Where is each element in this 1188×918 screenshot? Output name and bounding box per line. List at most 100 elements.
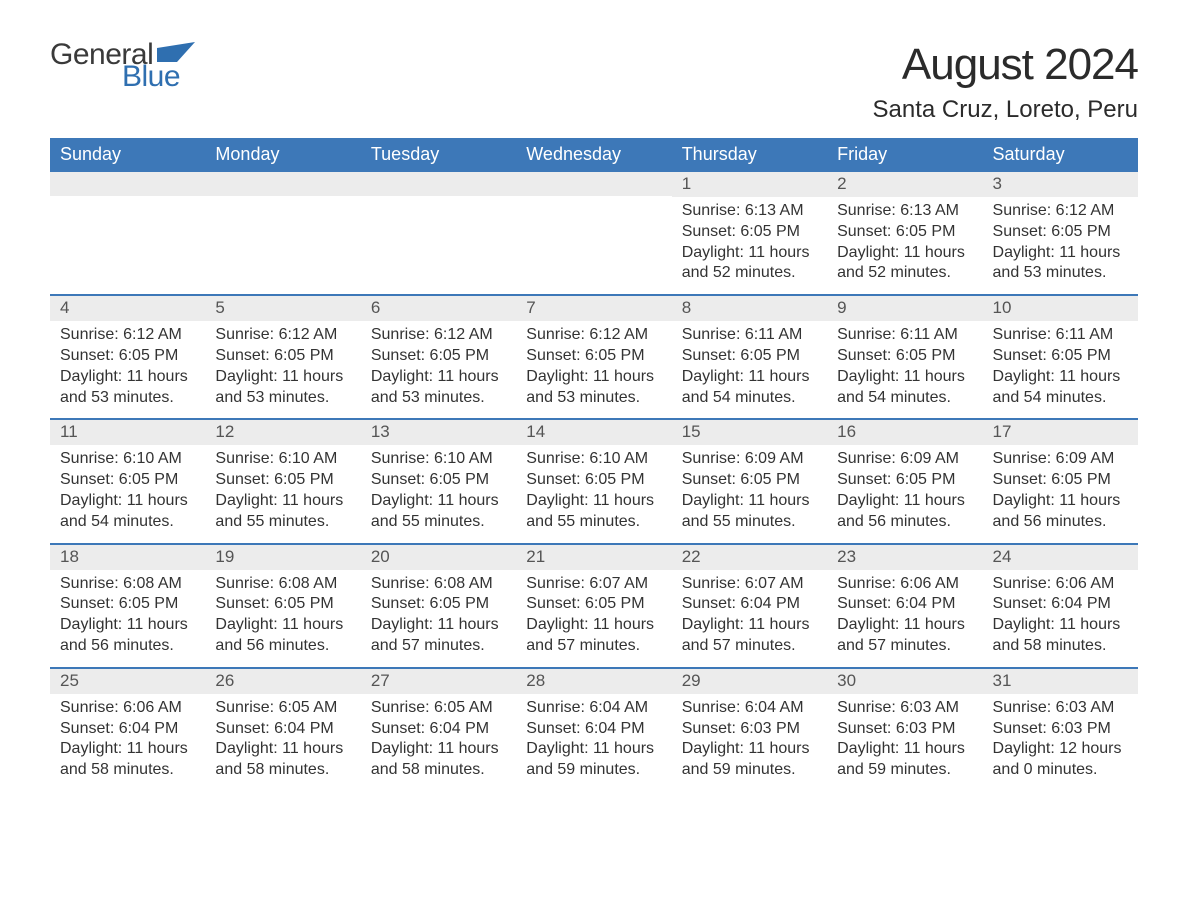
sunrise-text: Sunrise: 6:12 AM (993, 201, 1128, 222)
calendar-cell: 13Sunrise: 6:10 AMSunset: 6:05 PMDayligh… (361, 420, 516, 542)
sunrise-text: Sunrise: 6:08 AM (60, 574, 195, 595)
sunset-text: Sunset: 6:05 PM (215, 346, 350, 367)
sunset-text: Sunset: 6:05 PM (837, 346, 972, 367)
calendar-cell: 12Sunrise: 6:10 AMSunset: 6:05 PMDayligh… (205, 420, 360, 542)
sunset-text: Sunset: 6:05 PM (60, 346, 195, 367)
daylight-text: Daylight: 11 hours and 58 minutes. (371, 739, 506, 781)
day-number: 8 (672, 296, 827, 321)
calendar-cell: 24Sunrise: 6:06 AMSunset: 6:04 PMDayligh… (983, 545, 1138, 667)
day-number: 29 (672, 669, 827, 694)
sunrise-text: Sunrise: 6:04 AM (526, 698, 661, 719)
cell-body: Sunrise: 6:06 AMSunset: 6:04 PMDaylight:… (827, 570, 982, 657)
sunrise-text: Sunrise: 6:03 AM (837, 698, 972, 719)
day-number (361, 172, 516, 196)
sunrise-text: Sunrise: 6:13 AM (837, 201, 972, 222)
daylight-text: Daylight: 11 hours and 54 minutes. (60, 491, 195, 533)
cell-body: Sunrise: 6:11 AMSunset: 6:05 PMDaylight:… (983, 321, 1138, 408)
day-number: 19 (205, 545, 360, 570)
cell-body: Sunrise: 6:09 AMSunset: 6:05 PMDaylight:… (672, 445, 827, 532)
day-number: 16 (827, 420, 982, 445)
cell-body: Sunrise: 6:12 AMSunset: 6:05 PMDaylight:… (983, 197, 1138, 284)
calendar-cell: 20Sunrise: 6:08 AMSunset: 6:05 PMDayligh… (361, 545, 516, 667)
daylight-text: Daylight: 11 hours and 55 minutes. (526, 491, 661, 533)
sunset-text: Sunset: 6:05 PM (215, 594, 350, 615)
sunrise-text: Sunrise: 6:09 AM (837, 449, 972, 470)
day-header: Friday (827, 138, 982, 172)
calendar-cell: 22Sunrise: 6:07 AMSunset: 6:04 PMDayligh… (672, 545, 827, 667)
day-number: 3 (983, 172, 1138, 197)
sunset-text: Sunset: 6:03 PM (837, 719, 972, 740)
calendar-week: 4Sunrise: 6:12 AMSunset: 6:05 PMDaylight… (50, 294, 1138, 418)
cell-body: Sunrise: 6:12 AMSunset: 6:05 PMDaylight:… (50, 321, 205, 408)
sunset-text: Sunset: 6:03 PM (682, 719, 817, 740)
day-number: 14 (516, 420, 671, 445)
sunset-text: Sunset: 6:04 PM (215, 719, 350, 740)
day-number (205, 172, 360, 196)
calendar-cell: 31Sunrise: 6:03 AMSunset: 6:03 PMDayligh… (983, 669, 1138, 791)
cell-body: Sunrise: 6:09 AMSunset: 6:05 PMDaylight:… (983, 445, 1138, 532)
daylight-text: Daylight: 11 hours and 52 minutes. (682, 243, 817, 285)
daylight-text: Daylight: 11 hours and 54 minutes. (993, 367, 1128, 409)
calendar-cell: 18Sunrise: 6:08 AMSunset: 6:05 PMDayligh… (50, 545, 205, 667)
daylight-text: Daylight: 11 hours and 56 minutes. (993, 491, 1128, 533)
calendar-cell: 29Sunrise: 6:04 AMSunset: 6:03 PMDayligh… (672, 669, 827, 791)
daylight-text: Daylight: 11 hours and 57 minutes. (837, 615, 972, 657)
sunset-text: Sunset: 6:05 PM (526, 470, 661, 491)
sunset-text: Sunset: 6:05 PM (837, 222, 972, 243)
location-subtitle: Santa Cruz, Loreto, Peru (873, 96, 1138, 124)
day-number: 15 (672, 420, 827, 445)
sunset-text: Sunset: 6:05 PM (993, 222, 1128, 243)
calendar-cell (205, 172, 360, 294)
day-number: 1 (672, 172, 827, 197)
sunrise-text: Sunrise: 6:08 AM (371, 574, 506, 595)
daylight-text: Daylight: 11 hours and 58 minutes. (60, 739, 195, 781)
sunrise-text: Sunrise: 6:10 AM (215, 449, 350, 470)
day-header: Sunday (50, 138, 205, 172)
cell-body: Sunrise: 6:03 AMSunset: 6:03 PMDaylight:… (827, 694, 982, 781)
daylight-text: Daylight: 11 hours and 53 minutes. (371, 367, 506, 409)
sunrise-text: Sunrise: 6:11 AM (682, 325, 817, 346)
sunrise-text: Sunrise: 6:08 AM (215, 574, 350, 595)
daylight-text: Daylight: 11 hours and 53 minutes. (993, 243, 1128, 285)
calendar-cell: 2Sunrise: 6:13 AMSunset: 6:05 PMDaylight… (827, 172, 982, 294)
cell-body: Sunrise: 6:10 AMSunset: 6:05 PMDaylight:… (205, 445, 360, 532)
sunset-text: Sunset: 6:04 PM (60, 719, 195, 740)
day-number: 11 (50, 420, 205, 445)
sunset-text: Sunset: 6:05 PM (215, 470, 350, 491)
day-number: 28 (516, 669, 671, 694)
daylight-text: Daylight: 11 hours and 54 minutes. (682, 367, 817, 409)
day-number: 9 (827, 296, 982, 321)
calendar: SundayMondayTuesdayWednesdayThursdayFrid… (50, 138, 1138, 791)
sunrise-text: Sunrise: 6:12 AM (371, 325, 506, 346)
calendar-cell: 21Sunrise: 6:07 AMSunset: 6:05 PMDayligh… (516, 545, 671, 667)
sunset-text: Sunset: 6:05 PM (682, 222, 817, 243)
sunset-text: Sunset: 6:05 PM (526, 346, 661, 367)
daylight-text: Daylight: 11 hours and 58 minutes. (993, 615, 1128, 657)
daylight-text: Daylight: 11 hours and 59 minutes. (682, 739, 817, 781)
cell-body: Sunrise: 6:04 AMSunset: 6:04 PMDaylight:… (516, 694, 671, 781)
calendar-cell: 1Sunrise: 6:13 AMSunset: 6:05 PMDaylight… (672, 172, 827, 294)
day-header-row: SundayMondayTuesdayWednesdayThursdayFrid… (50, 138, 1138, 172)
calendar-cell: 17Sunrise: 6:09 AMSunset: 6:05 PMDayligh… (983, 420, 1138, 542)
calendar-cell: 3Sunrise: 6:12 AMSunset: 6:05 PMDaylight… (983, 172, 1138, 294)
daylight-text: Daylight: 11 hours and 53 minutes. (215, 367, 350, 409)
calendar-week: 1Sunrise: 6:13 AMSunset: 6:05 PMDaylight… (50, 172, 1138, 294)
cell-body: Sunrise: 6:04 AMSunset: 6:03 PMDaylight:… (672, 694, 827, 781)
sunset-text: Sunset: 6:05 PM (993, 346, 1128, 367)
calendar-cell: 16Sunrise: 6:09 AMSunset: 6:05 PMDayligh… (827, 420, 982, 542)
sunset-text: Sunset: 6:05 PM (837, 470, 972, 491)
daylight-text: Daylight: 11 hours and 59 minutes. (526, 739, 661, 781)
daylight-text: Daylight: 11 hours and 53 minutes. (526, 367, 661, 409)
daylight-text: Daylight: 11 hours and 55 minutes. (371, 491, 506, 533)
calendar-cell: 27Sunrise: 6:05 AMSunset: 6:04 PMDayligh… (361, 669, 516, 791)
sunset-text: Sunset: 6:04 PM (526, 719, 661, 740)
cell-body: Sunrise: 6:05 AMSunset: 6:04 PMDaylight:… (205, 694, 360, 781)
day-number: 25 (50, 669, 205, 694)
day-number: 23 (827, 545, 982, 570)
sunset-text: Sunset: 6:05 PM (371, 470, 506, 491)
sunrise-text: Sunrise: 6:05 AM (215, 698, 350, 719)
calendar-cell: 19Sunrise: 6:08 AMSunset: 6:05 PMDayligh… (205, 545, 360, 667)
calendar-cell (361, 172, 516, 294)
cell-body: Sunrise: 6:10 AMSunset: 6:05 PMDaylight:… (50, 445, 205, 532)
cell-body: Sunrise: 6:03 AMSunset: 6:03 PMDaylight:… (983, 694, 1138, 781)
